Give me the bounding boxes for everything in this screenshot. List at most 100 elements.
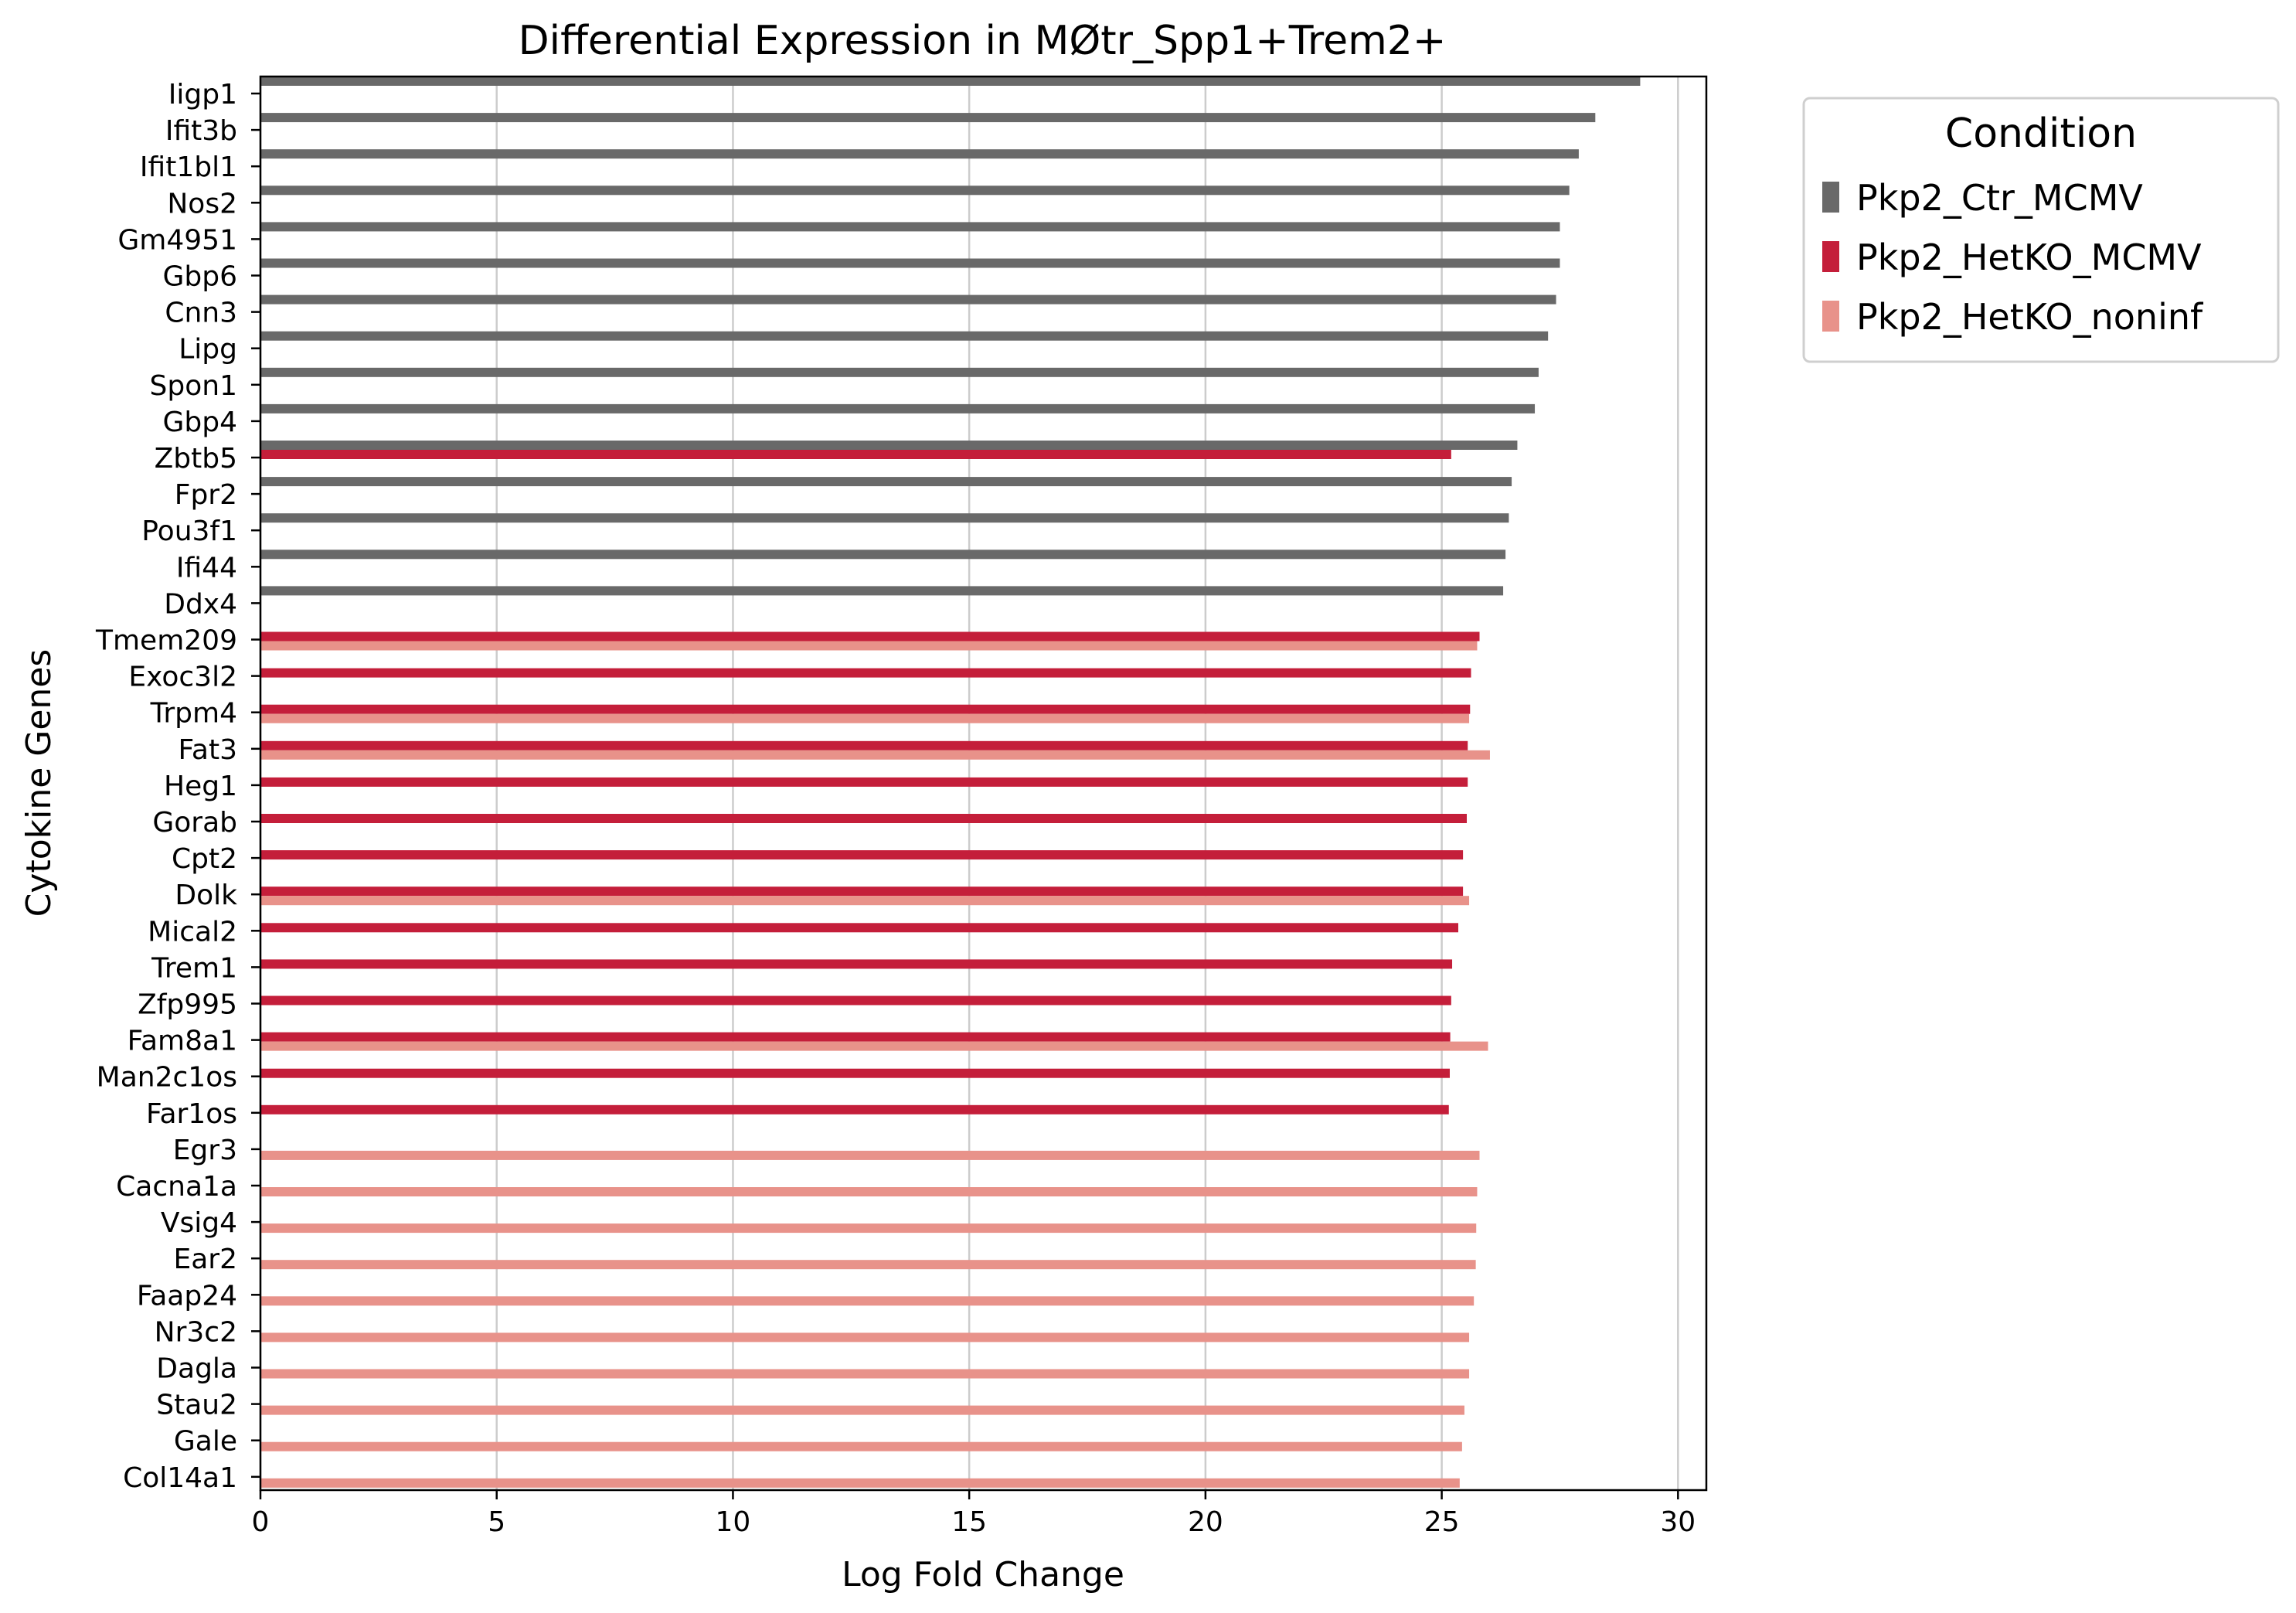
y-tick-label: Gbp6 — [162, 261, 237, 293]
bar — [260, 850, 1464, 860]
y-tick-label: Fat3 — [179, 734, 237, 766]
y-tick-label: Zfp995 — [138, 989, 237, 1021]
bar — [260, 704, 1471, 714]
bar — [260, 1296, 1475, 1306]
bar — [260, 586, 1504, 596]
bar — [260, 1041, 1488, 1051]
y-tick-label: Gm4951 — [117, 224, 237, 256]
bar — [260, 331, 1549, 341]
bar — [260, 113, 1596, 123]
y-tick-label: Iigp1 — [168, 79, 237, 111]
bar — [260, 959, 1453, 969]
bar — [260, 1405, 1464, 1415]
bar — [260, 713, 1470, 723]
chart-title: Differential Expression in MØtr_Spp1+Tre… — [519, 18, 1447, 64]
bar — [260, 1332, 1470, 1342]
y-tick-label: Lipg — [179, 334, 237, 366]
bar — [260, 814, 1468, 823]
bars — [260, 77, 1641, 1488]
y-tick-label: Ear2 — [173, 1244, 237, 1275]
x-tick-label: 30 — [1660, 1506, 1696, 1538]
bar — [260, 403, 1536, 413]
bar — [260, 750, 1490, 760]
y-tick-label: Zbtb5 — [155, 443, 237, 475]
legend-swatch — [1822, 241, 1839, 272]
y-tick-label: Stau2 — [156, 1390, 237, 1421]
x-axis: 0 5 10 15 20 25 30 — [252, 1490, 1696, 1538]
bar — [260, 1260, 1476, 1270]
legend-label: Pkp2_HetKO_MCMV — [1856, 237, 2202, 278]
y-tick-label: Cnn3 — [165, 298, 237, 329]
bar — [260, 1223, 1477, 1234]
bar — [260, 923, 1458, 933]
y-axis-label: Cytokine Genes — [19, 649, 59, 917]
y-tick-label: Exoc3l2 — [128, 662, 237, 693]
bar — [260, 1068, 1450, 1078]
bar — [260, 1369, 1470, 1379]
y-tick-label: Nos2 — [167, 188, 237, 219]
bar — [260, 149, 1579, 159]
x-tick-label: 20 — [1188, 1506, 1223, 1538]
bar — [260, 1478, 1460, 1488]
bar — [260, 1187, 1478, 1196]
legend: Condition Pkp2_Ctr_MCMVPkp2_HetKO_MCMVPk… — [1802, 97, 2280, 363]
y-tick-label: Ifi44 — [176, 552, 237, 584]
bar — [260, 77, 1641, 86]
bar — [260, 631, 1480, 641]
y-tick-label: Gorab — [152, 807, 237, 839]
bar — [260, 441, 1518, 450]
y-tick-label: Dagla — [156, 1353, 237, 1385]
bar — [260, 550, 1506, 560]
y-tick-label: Pou3f1 — [141, 516, 237, 547]
y-tick-label: Cpt2 — [172, 843, 237, 875]
y-tick-label: Tmem209 — [95, 625, 237, 657]
bar — [260, 668, 1471, 678]
x-tick-label: 15 — [951, 1506, 987, 1538]
y-tick-label: Gbp4 — [162, 407, 237, 438]
y-tick-label: Col14a1 — [123, 1462, 237, 1494]
bar — [260, 222, 1560, 232]
legend-swatch — [1822, 301, 1839, 332]
bar — [260, 1032, 1451, 1042]
bar — [260, 513, 1509, 523]
y-tick-label: Ifit1bl1 — [140, 151, 237, 183]
y-tick-label: Ifit3b — [165, 115, 237, 147]
legend-label: Pkp2_Ctr_MCMV — [1856, 177, 2143, 219]
y-tick-label: Fpr2 — [175, 479, 237, 511]
bar — [260, 294, 1556, 305]
x-tick-label: 5 — [488, 1506, 505, 1538]
y-tick-label: Nr3c2 — [155, 1316, 237, 1348]
bar — [260, 740, 1468, 750]
y-tick-label: Mical2 — [148, 916, 237, 948]
bar — [260, 886, 1464, 897]
y-tick-label: Trem1 — [151, 952, 237, 984]
y-tick-label: Far1os — [146, 1098, 237, 1130]
legend-frame — [1802, 97, 2280, 363]
y-tick-label: Vsig4 — [161, 1207, 237, 1239]
y-tick-label: Fam8a1 — [128, 1026, 237, 1057]
x-tick-label: 10 — [716, 1506, 751, 1538]
bar — [260, 1104, 1449, 1114]
bar — [260, 896, 1470, 906]
plot-frame — [259, 75, 1708, 1492]
bar — [260, 777, 1468, 787]
x-axis-label: Log Fold Change — [842, 1555, 1124, 1594]
legend-swatch — [1822, 182, 1839, 213]
x-tick-label: 25 — [1424, 1506, 1460, 1538]
y-tick-label: Man2c1os — [97, 1062, 237, 1094]
x-tick-label: 0 — [252, 1506, 270, 1538]
bar — [260, 450, 1451, 459]
y-tick-label: Spon1 — [150, 370, 237, 402]
legend-title: Condition — [1945, 111, 2137, 157]
bar — [260, 1441, 1462, 1451]
y-tick-label: Faap24 — [137, 1280, 237, 1312]
bar — [260, 185, 1570, 196]
bar — [260, 367, 1539, 377]
y-tick-label: Heg1 — [164, 771, 237, 802]
y-axis: Iigp1 Ifit3b Ifit1bl1 Nos2 Gm4951 Gbp6 Cnn3 Lip… — [95, 79, 260, 1494]
bar — [260, 995, 1451, 1006]
bar — [260, 477, 1512, 487]
y-tick-label: Cacna1a — [116, 1171, 237, 1203]
y-tick-label: Egr3 — [173, 1135, 237, 1166]
